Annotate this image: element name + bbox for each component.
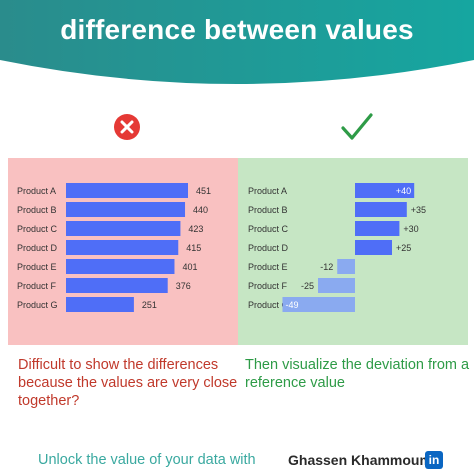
category-label: Product G bbox=[248, 300, 289, 310]
bar bbox=[66, 240, 179, 255]
data-label: 415 bbox=[186, 243, 201, 253]
category-label: Product F bbox=[17, 281, 57, 291]
cross-circle-icon bbox=[112, 112, 142, 147]
footer: Unlock the value of your data with Ghass… bbox=[0, 448, 474, 472]
deviation-chart-svg: Product A +40 Product B +35 Product C +30 Prod… bbox=[248, 183, 426, 312]
checkmark-icon bbox=[340, 112, 374, 147]
header-background bbox=[0, 0, 474, 84]
category-label: Product G bbox=[17, 300, 58, 310]
bar bbox=[66, 278, 168, 293]
data-label: 451 bbox=[196, 186, 211, 196]
data-label: -49 bbox=[285, 300, 298, 310]
category-label: Product D bbox=[248, 243, 289, 253]
category-label: Product D bbox=[17, 243, 58, 253]
right-caption: Then visualize the deviation from a refe… bbox=[245, 357, 470, 391]
bar bbox=[66, 202, 186, 217]
data-label: -12 bbox=[320, 262, 333, 272]
category-label: Product A bbox=[17, 186, 56, 196]
bar bbox=[66, 221, 181, 236]
data-label: +35 bbox=[411, 205, 426, 215]
data-label: -25 bbox=[301, 281, 314, 291]
data-label: +40 bbox=[396, 186, 411, 196]
data-label: +25 bbox=[396, 243, 411, 253]
data-label: 376 bbox=[176, 281, 191, 291]
header-banner: difference between values bbox=[0, 0, 474, 92]
bar bbox=[355, 240, 392, 255]
absolute-values-chart: Product A 451 Product B 440 Product C 423 Prod… bbox=[8, 158, 238, 345]
category-label: Product B bbox=[17, 205, 57, 215]
bar bbox=[355, 202, 407, 217]
bar bbox=[355, 221, 400, 236]
bar bbox=[282, 297, 355, 312]
category-label: Product C bbox=[248, 224, 289, 234]
bar bbox=[66, 297, 134, 312]
page-title: difference between values bbox=[60, 14, 414, 45]
category-label: Product F bbox=[248, 281, 288, 291]
absolute-values-chart-svg: Product A 451 Product B 440 Product C 423 Prod… bbox=[17, 183, 211, 312]
left-caption: Difficult to show the differences becaus… bbox=[18, 357, 238, 409]
bar bbox=[66, 259, 175, 274]
data-label: 440 bbox=[193, 205, 208, 215]
bar bbox=[337, 259, 355, 274]
bar bbox=[318, 278, 355, 293]
data-label: 423 bbox=[188, 224, 203, 234]
data-label: +30 bbox=[403, 224, 418, 234]
data-label: 401 bbox=[182, 262, 197, 272]
deviation-chart: Product A +40 Product B +35 Product C +30 Prod… bbox=[238, 158, 468, 345]
bar bbox=[355, 183, 415, 198]
category-label: Product E bbox=[248, 262, 288, 272]
category-label: Product C bbox=[17, 224, 58, 234]
bar bbox=[66, 183, 188, 198]
category-label: Product B bbox=[248, 205, 288, 215]
category-label: Product A bbox=[248, 186, 287, 196]
author-name: Ghassen Khammouma bbox=[288, 452, 440, 468]
linkedin-icon[interactable]: in bbox=[425, 451, 443, 469]
category-label: Product E bbox=[17, 262, 57, 272]
footer-cta: Unlock the value of your data with bbox=[38, 452, 256, 468]
data-label: 251 bbox=[142, 300, 157, 310]
